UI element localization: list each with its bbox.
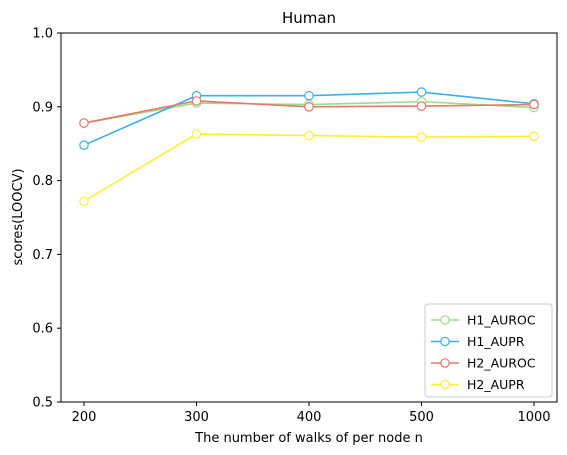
data-point <box>529 99 539 110</box>
chart-title: Human <box>282 9 336 27</box>
y-axis-label: scores(LOOCV) <box>11 168 26 265</box>
plot-area: 0.5 0.6 0.7 0.8 0.9 1.0 200 300 400 500 1000 H1_AUR… <box>32 27 558 425</box>
legend-marker <box>440 358 450 368</box>
data-point <box>79 140 89 150</box>
legend-label: H1_AUPR <box>467 334 525 349</box>
legend-marker <box>440 379 450 390</box>
y-tick-label: 0.6 <box>32 322 53 337</box>
legend-box <box>424 303 553 398</box>
data-point <box>191 96 202 106</box>
y-tick-label: 0.7 <box>32 248 53 263</box>
x-tick-label: 400 <box>297 410 322 425</box>
x-tick-label: 300 <box>184 410 209 425</box>
x-tick-label: 200 <box>72 410 97 425</box>
data-point <box>79 118 89 128</box>
data-point <box>304 102 314 112</box>
x-tick-label: 1000 <box>517 410 550 425</box>
y-tick-label: 0.5 <box>32 396 53 411</box>
data-point <box>191 129 202 139</box>
data-point <box>304 130 314 141</box>
legend-label: H1_AUROC <box>467 313 536 328</box>
series-line-h2-aupr <box>83 133 535 202</box>
y-tick-label: 0.9 <box>32 100 53 115</box>
data-point <box>529 131 539 142</box>
data-point <box>79 196 89 207</box>
y-tick-label: 0.8 <box>32 174 53 189</box>
data-point <box>416 101 427 111</box>
data-point <box>416 132 427 142</box>
legend-label: H2_AUPR <box>467 377 525 392</box>
legend-label: H2_AUROC <box>467 356 536 371</box>
legend-marker <box>440 336 450 347</box>
data-point <box>416 87 427 97</box>
x-tick-label: 500 <box>409 410 434 425</box>
x-axis-label: The number of walks of per node n <box>194 431 423 446</box>
y-tick-label: 1.0 <box>32 27 53 42</box>
data-point <box>304 90 314 101</box>
legend-marker <box>440 315 450 325</box>
